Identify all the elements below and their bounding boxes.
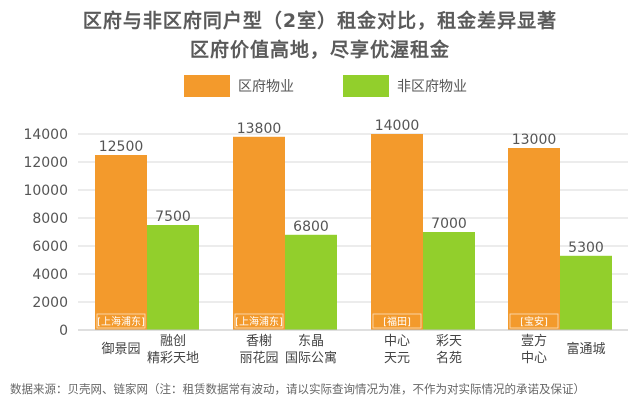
source-note: 数据来源：贝壳网、链家网（注：租赁数据常有波动，请以实际查询情况为准，不作为对实… bbox=[10, 382, 585, 396]
bar-non-district-2 bbox=[285, 234, 337, 330]
y-tick-label-0: 0 bbox=[59, 323, 68, 339]
category-label-3-2-line-1: 彩天 bbox=[436, 334, 462, 349]
legend-item-non-district: 非区府物业 bbox=[343, 75, 467, 97]
bar-district-3 bbox=[371, 134, 423, 330]
bar-district-1 bbox=[95, 155, 147, 330]
district-tag-box-3 bbox=[372, 313, 422, 329]
district-tag-3: [福田] bbox=[383, 315, 411, 328]
data-label-district-4: 13000 bbox=[512, 132, 557, 148]
chart-title-line-2: 区府价值高地，尽享优渥租金 bbox=[189, 39, 450, 61]
y-tick-label-14000: 14000 bbox=[23, 127, 68, 143]
bar-non-district-4 bbox=[560, 255, 612, 330]
chart-title-line-1: 区府与非区府同户型（2室）租金对比，租金差异显著 bbox=[82, 10, 558, 32]
bar-district-4 bbox=[508, 148, 560, 330]
category-label-2-1-line-2: 丽花园 bbox=[239, 350, 278, 366]
y-tick-label-2000: 2000 bbox=[32, 295, 68, 311]
y-tick-label-12000: 12000 bbox=[23, 155, 68, 171]
category-label-2-1-line-1: 香榭 bbox=[246, 333, 272, 349]
district-tag-box-1 bbox=[96, 313, 146, 329]
legend-label-district: 区府物业 bbox=[238, 79, 294, 95]
district-tag-4: [宝安] bbox=[520, 315, 548, 328]
legend-label-non-district: 非区府物业 bbox=[397, 79, 467, 95]
category-label-2-2-line-2: 国际公寓 bbox=[285, 350, 337, 366]
legend-swatch-orange bbox=[184, 75, 230, 97]
bar-non-district-3 bbox=[423, 232, 475, 330]
category-label-3-1-line-2: 天元 bbox=[384, 351, 410, 366]
category-label-1-2-line-1: 融创 bbox=[160, 334, 186, 349]
data-label-non-district-1: 7500 bbox=[155, 209, 191, 225]
legend-swatch-green bbox=[343, 75, 389, 97]
category-label-4-1-line-1: 壹方 bbox=[521, 333, 547, 349]
data-label-district-2: 13800 bbox=[237, 121, 282, 137]
category-label-1-1-line-1: 御景园 bbox=[101, 342, 140, 357]
data-label-non-district-3: 7000 bbox=[431, 216, 467, 232]
data-label-non-district-4: 5300 bbox=[568, 240, 604, 256]
category-label-1-2-line-2: 精彩天地 bbox=[147, 351, 199, 366]
y-tick-label-4000: 4000 bbox=[32, 267, 68, 283]
y-tick-label-8000: 8000 bbox=[32, 211, 68, 227]
district-tag-2: [上海浦东] bbox=[235, 315, 283, 328]
category-label-3-1-line-1: 中心 bbox=[384, 334, 410, 349]
bar-district-2 bbox=[233, 136, 285, 330]
category-label-3-2-line-2: 名苑 bbox=[436, 350, 462, 366]
data-label-district-1: 12500 bbox=[99, 139, 144, 155]
district-tag-box-2 bbox=[234, 313, 284, 329]
category-label-4-2-line-1: 富通城 bbox=[566, 341, 605, 357]
category-label-2-2-line-1: 东晶 bbox=[298, 334, 324, 349]
legend-item-district: 区府物业 bbox=[184, 75, 294, 97]
y-tick-label-10000: 10000 bbox=[23, 183, 68, 199]
district-tag-1: [上海浦东] bbox=[97, 315, 145, 328]
district-tag-box-4 bbox=[509, 313, 559, 329]
data-label-district-3: 14000 bbox=[375, 118, 420, 134]
category-label-4-1-line-2: 中心 bbox=[521, 351, 547, 366]
bar-non-district-1 bbox=[147, 225, 199, 330]
y-tick-label-6000: 6000 bbox=[32, 239, 68, 255]
data-label-non-district-2: 6800 bbox=[293, 219, 329, 235]
